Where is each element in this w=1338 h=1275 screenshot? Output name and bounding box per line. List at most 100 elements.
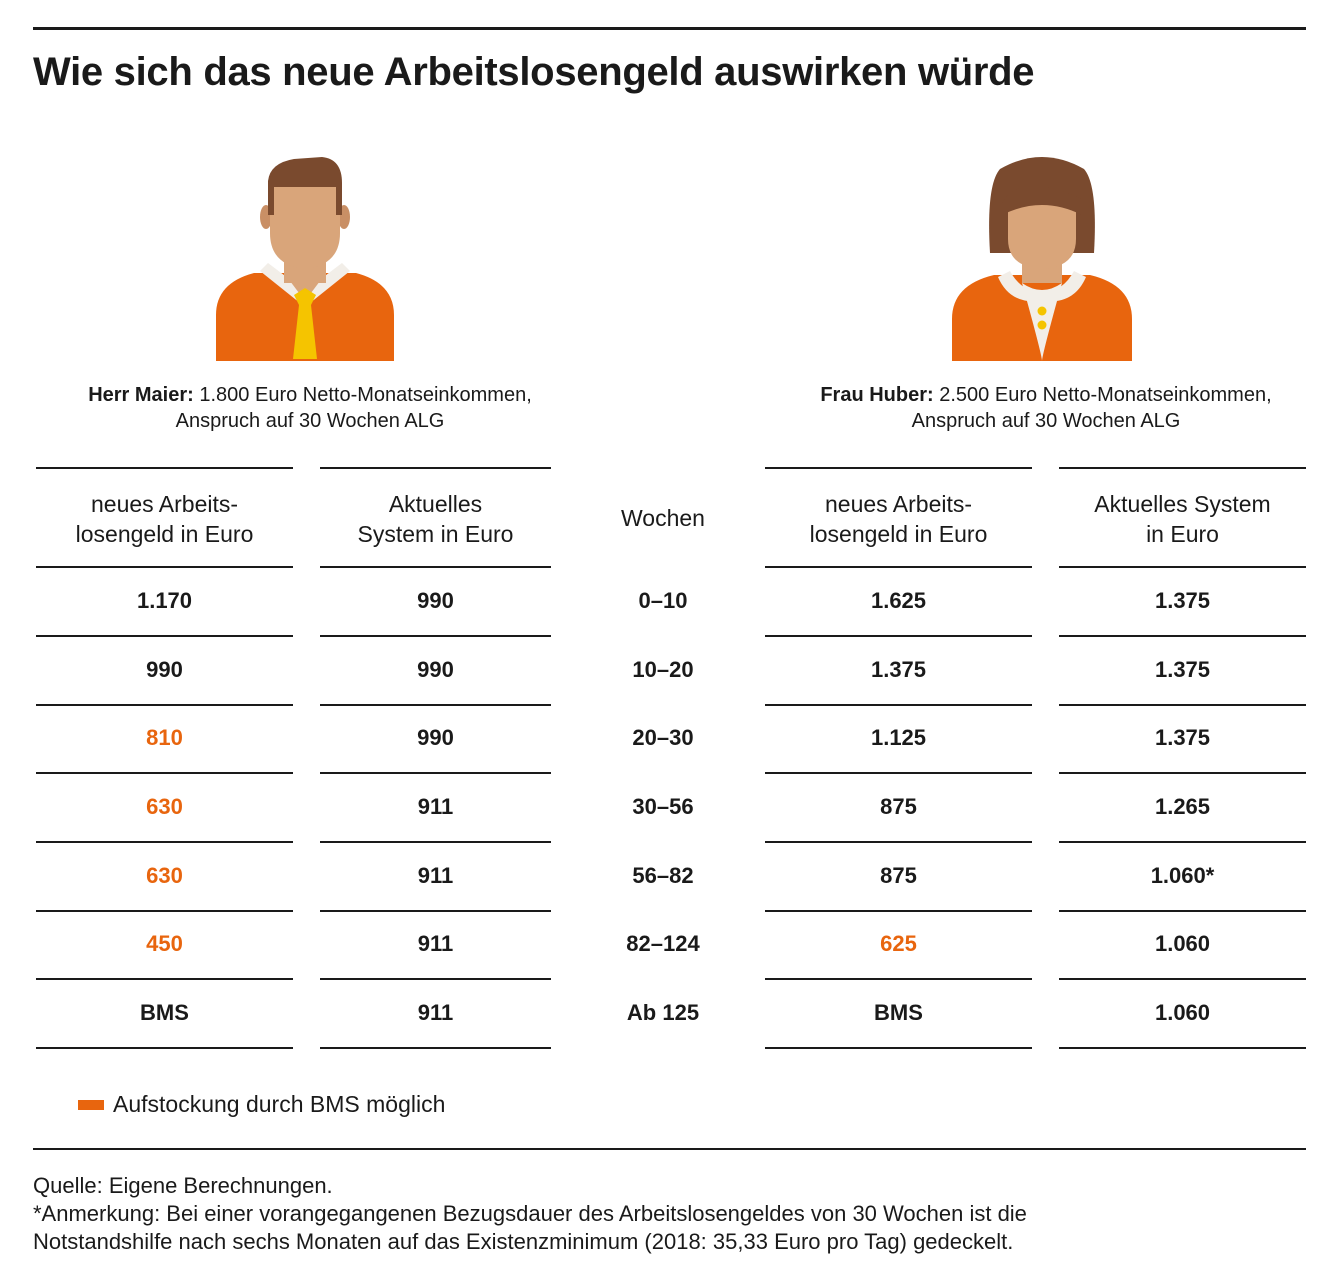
table-cell-left-cur: 911 [417, 931, 454, 956]
table-rule [1059, 566, 1306, 568]
column-header-line: losengeld in Euro [75, 521, 254, 547]
footnote-line-1: *Anmerkung: Bei einer vorangegangenen Be… [33, 1201, 1027, 1226]
table-cell-right-new: 875 [880, 862, 917, 888]
table-rule [765, 704, 1032, 706]
table-cell-right-new: 1.625 [870, 587, 927, 613]
table-rule [320, 978, 551, 980]
table-cell-right-cur: 1.375 [1154, 656, 1211, 682]
table-cell-left-cur: 911 [417, 999, 454, 1025]
table-rule [1059, 910, 1306, 912]
right-person-name: Frau Huber: [820, 384, 934, 406]
table-cell-left-cur: 911 [417, 793, 454, 819]
table-rule [320, 635, 551, 637]
column-header-right-new: neues Arbeits-losengeld in Euro [765, 489, 1032, 549]
table-rule [320, 910, 551, 912]
table-cell-weeks: 30–56 [632, 793, 694, 819]
table-cell-right-new: 875 [880, 793, 917, 819]
table-cell-left-new: BMS [140, 999, 189, 1025]
table-cell-left-new: 990 [146, 656, 183, 682]
table-rule [36, 704, 293, 706]
table-rule [36, 635, 293, 637]
table-rule [320, 841, 551, 843]
table-cell-left-cur: 990 [417, 725, 454, 750]
table-rule [765, 635, 1032, 637]
table-rule [765, 910, 1032, 912]
table-rule [320, 467, 551, 469]
left-person-income: 1.800 Euro Netto-Monatseinkommen, [199, 384, 532, 406]
table-cell-right-cur: 1.060 [1154, 999, 1211, 1025]
table-cell-right-new: 1.125 [870, 725, 927, 750]
table-cell-weeks: 82–124 [626, 931, 700, 956]
right-person-claim: Anspruch auf 30 Wochen ALG [911, 410, 1181, 432]
table-rule [1059, 1047, 1306, 1049]
legend-swatch [78, 1100, 104, 1110]
table-rule [36, 772, 293, 774]
table-rule [1059, 635, 1306, 637]
table-cell-right-cur: 1.375 [1154, 587, 1211, 613]
table-rule [1059, 467, 1306, 469]
left-person-claim: Anspruch auf 30 Wochen ALG [175, 410, 445, 432]
top-rule [33, 27, 1306, 30]
table-rule [765, 772, 1032, 774]
left-person-name: Herr Maier: [88, 384, 194, 406]
table-cell-right-cur: 1.060* [1150, 862, 1215, 888]
table-cell-left-new: 630 [146, 793, 183, 819]
table-cell-weeks: 56–82 [632, 862, 694, 888]
footer-rule [33, 1148, 1306, 1150]
table-rule [36, 978, 293, 980]
table-rule [320, 704, 551, 706]
table-cell-left-new: 630 [146, 862, 183, 888]
column-header-right-cur: Aktuelles System in Euro [1059, 489, 1306, 549]
right-person-caption: Frau Huber: 2.500 Euro Netto-Monatseinko… [766, 382, 1326, 434]
column-header-left-cur: Aktuelles System in Euro [320, 489, 551, 549]
column-header-line: neues Arbeits- [90, 491, 239, 517]
table-rule [36, 841, 293, 843]
table-cell-left-cur: 990 [417, 587, 454, 613]
man-avatar-icon [216, 157, 394, 361]
column-header-line: in Euro [1146, 521, 1219, 547]
table-cell-weeks: 0–10 [638, 587, 688, 613]
column-header-line: Aktuelles [388, 491, 483, 517]
table-cell-left-cur: 990 [417, 656, 454, 682]
table-cell-right-new: 625 [880, 931, 917, 956]
woman-avatar-icon [952, 157, 1132, 361]
table-cell-right-new: BMS [874, 999, 923, 1025]
table-cell-right-cur: 1.375 [1154, 725, 1211, 750]
table-rule [765, 1047, 1032, 1049]
table-rule [320, 566, 551, 568]
table-rule [765, 566, 1032, 568]
table-rule [320, 1047, 551, 1049]
table-cell-weeks: Ab 125 [626, 999, 700, 1025]
page-title: Wie sich das neue Arbeitslosengeld auswi… [33, 50, 1035, 94]
table-rule [1059, 772, 1306, 774]
table-rule [320, 772, 551, 774]
column-header-line: losengeld in Euro [809, 521, 988, 547]
right-person-income: 2.500 Euro Netto-Monatseinkommen, [939, 384, 1272, 406]
table-rule [765, 978, 1032, 980]
table-rule [765, 467, 1032, 469]
table-rule [36, 910, 293, 912]
column-header-left-new: neues Arbeits-losengeld in Euro [36, 489, 293, 549]
table-rule [765, 841, 1032, 843]
table-rule [36, 1047, 293, 1049]
table-rule [1059, 978, 1306, 980]
table-cell-left-cur: 911 [417, 862, 454, 888]
table-rule [36, 467, 293, 469]
legend-label: Aufstockung durch BMS möglich [113, 1091, 446, 1117]
column-header-line: neues Arbeits- [824, 491, 973, 517]
footnote-line-2: Notstandshilfe nach sechs Monaten auf da… [33, 1229, 1014, 1254]
column-header-line: System in Euro [357, 521, 514, 547]
source-note: Quelle: Eigene Berechnungen. [33, 1173, 333, 1198]
table-cell-left-new: 810 [146, 725, 183, 750]
table-cell-left-new: 1.170 [136, 587, 193, 613]
column-header-weeks: Wochen [575, 503, 751, 533]
table-rule [1059, 704, 1306, 706]
table-rule [1059, 841, 1306, 843]
table-cell-right-cur: 1.060 [1154, 931, 1211, 956]
table-cell-weeks: 10–20 [632, 656, 694, 682]
table-cell-left-new: 450 [146, 931, 183, 956]
table-rule [36, 566, 293, 568]
table-cell-right-cur: 1.265 [1154, 793, 1211, 819]
left-person-caption: Herr Maier: 1.800 Euro Netto-Monatseinko… [30, 382, 590, 434]
table-cell-right-new: 1.375 [870, 656, 927, 682]
